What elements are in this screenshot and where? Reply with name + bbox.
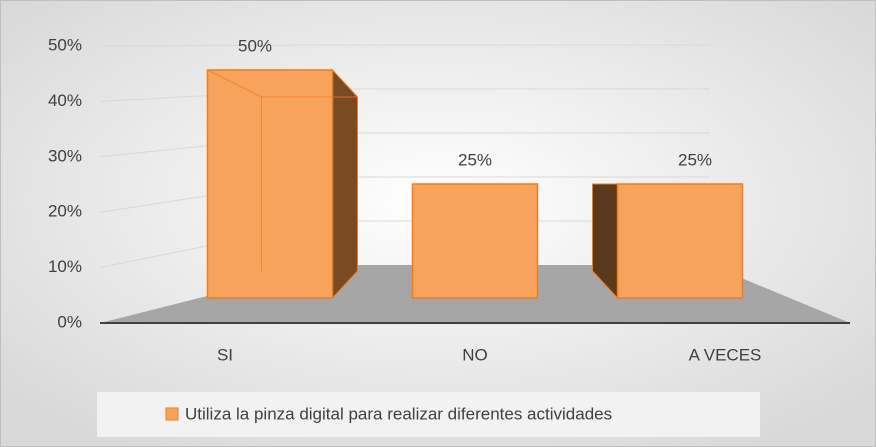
y-tick-label: 0%	[57, 312, 82, 331]
x-tick-label: SI	[217, 345, 233, 364]
value-label: 25%	[678, 150, 712, 169]
value-label: 50%	[238, 36, 272, 55]
x-tick-label: A VECES	[689, 345, 762, 364]
y-tick-label: 40%	[48, 91, 82, 110]
bar	[206, 69, 334, 299]
value-label: 25%	[458, 150, 492, 169]
x-tick-label: NO	[462, 345, 488, 364]
legend-box	[97, 392, 760, 437]
legend-label: Utiliza la pinza digital para realizar d…	[185, 404, 612, 423]
bar-side	[332, 68, 358, 300]
y-tick-label: 30%	[48, 146, 82, 165]
y-tick-label: 50%	[48, 35, 82, 54]
grid-line	[99, 44, 710, 47]
y-tick-label: 10%	[48, 257, 82, 276]
bar	[411, 183, 539, 299]
bar-edge	[207, 69, 358, 98]
y-tick-label: 20%	[48, 202, 82, 221]
legend-swatch	[165, 407, 179, 421]
bar	[616, 183, 744, 299]
